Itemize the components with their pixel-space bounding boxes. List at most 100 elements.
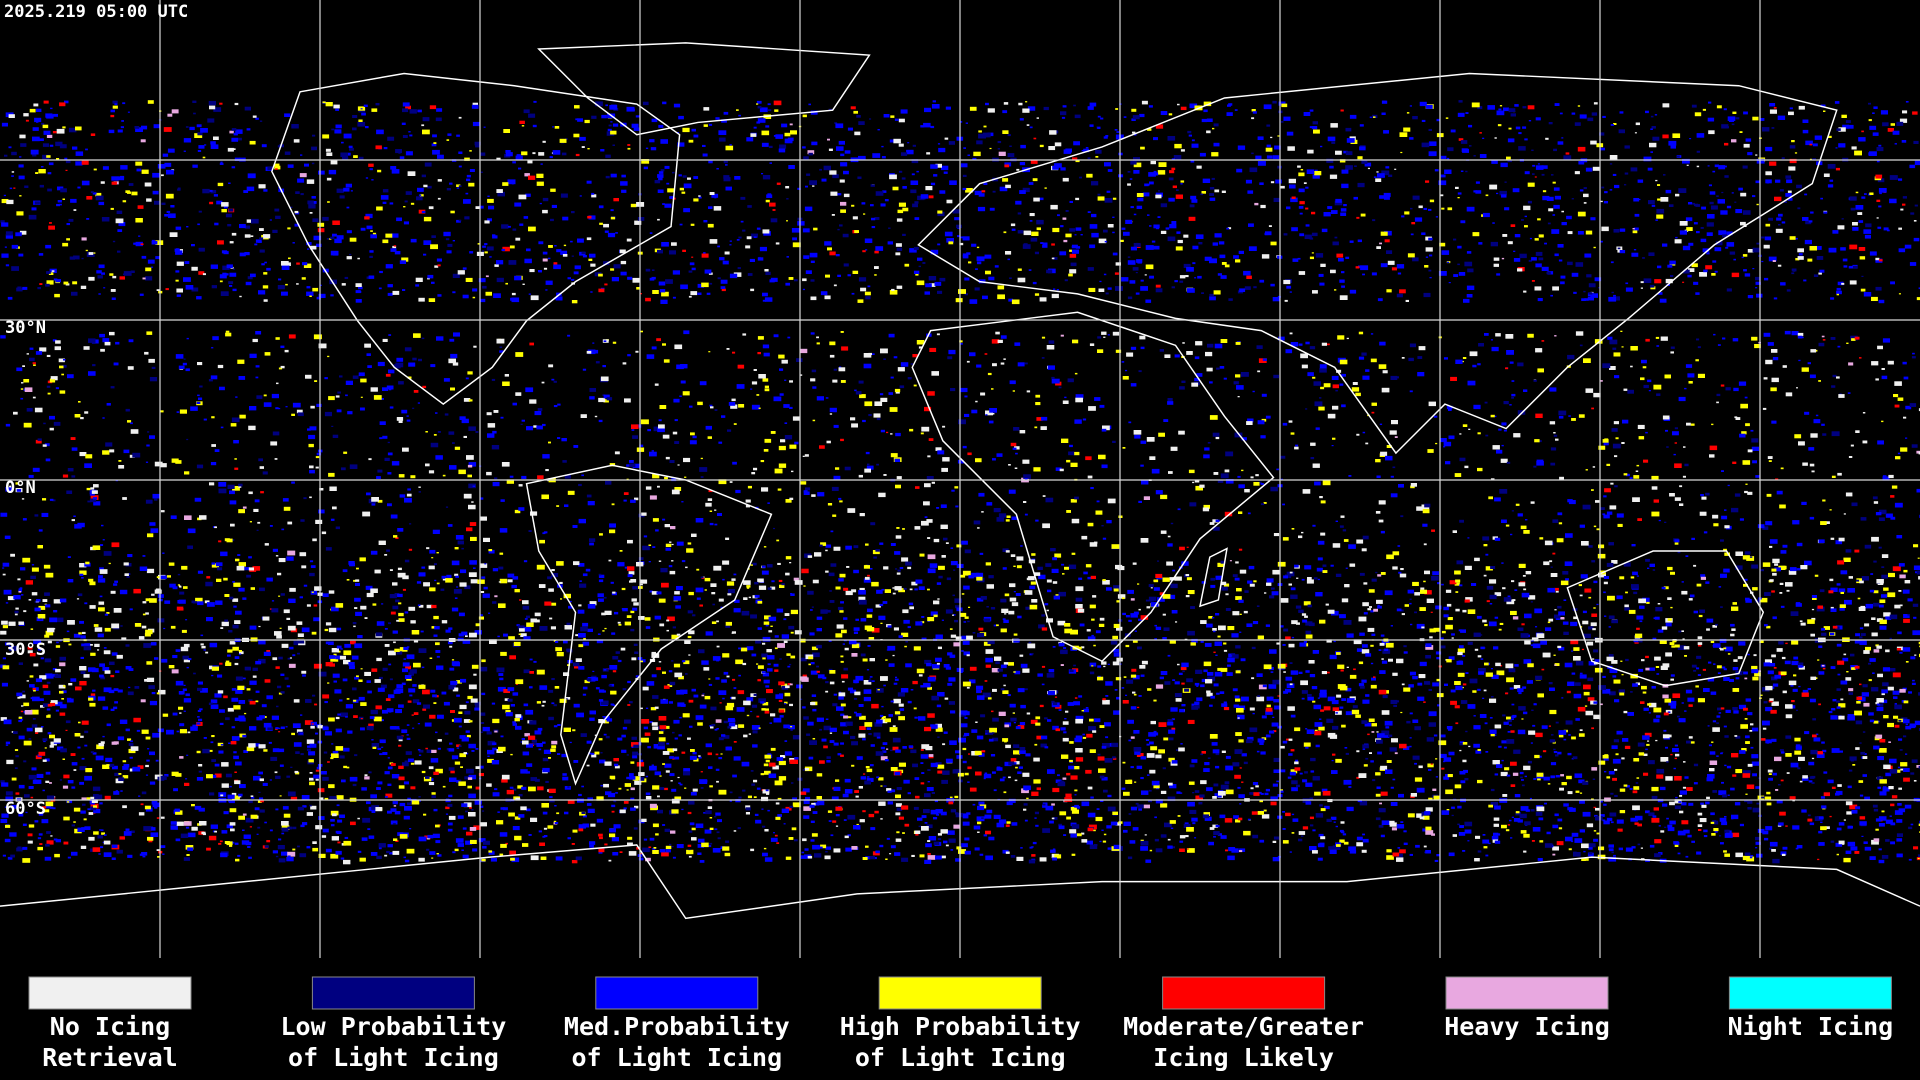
icing-pixel [811,141,818,146]
icing-pixel [402,289,406,291]
icing-pixel [1331,141,1336,144]
icing-pixel [353,155,358,158]
icing-pixel [418,604,424,608]
icing-pixel [1695,292,1700,295]
icing-pixel [1674,497,1681,501]
icing-pixel [67,374,74,379]
icing-pixel [1179,546,1185,551]
icing-pixel [430,244,438,250]
icing-pixel [1600,507,1605,510]
icing-pixel [359,557,366,562]
icing-pixel [553,262,558,265]
icing-pixel [871,353,875,355]
icing-pixel [658,281,666,286]
icing-pixel [1501,444,1504,447]
icing-pixel [574,265,581,270]
icing-pixel [1181,561,1189,566]
icing-pixel [1097,196,1105,201]
icing-pixel [1443,441,1452,447]
icing-pixel [790,609,798,615]
icing-pixel [1037,566,1043,570]
icing-pixel [199,515,207,520]
icing-pixel [778,579,783,582]
icing-pixel [1041,416,1048,421]
icing-pixel [1309,126,1314,129]
icing-pixel [177,187,181,190]
icing-pixel [74,414,81,418]
icing-pixel [1002,618,1006,620]
icing-pixel [1722,337,1726,340]
icing-pixel [319,488,324,491]
icing-pixel [1533,465,1537,468]
icing-pixel [529,399,537,404]
icing-pixel [122,200,127,203]
icing-pixel [1830,337,1836,340]
icing-pixel [1002,130,1009,134]
icing-pixel [1079,176,1082,179]
icing-pixel [1536,459,1544,464]
icing-pixel [572,525,578,528]
icing-pixel [1578,414,1585,418]
icing-pixel [229,490,235,495]
icing-pixel [872,153,881,158]
icing-pixel [950,388,956,392]
icing-pixel [1679,230,1687,235]
icing-pixel [698,195,701,197]
icing-pixel [1631,252,1639,257]
icing-pixel [1075,604,1083,609]
icing-pixel [1191,382,1199,387]
icing-pixel [645,147,649,149]
icing-pixel [453,332,460,337]
icing-pixel [449,182,453,185]
icing-pixel [1694,112,1702,117]
icing-pixel [1672,431,1679,436]
icing-pixel [1771,349,1778,353]
icing-pixel [141,125,148,130]
icing-pixel [1409,602,1412,605]
icing-pixel [972,157,977,161]
icing-pixel [193,112,196,115]
icing-pixel [407,488,411,491]
icing-pixel [1251,152,1254,155]
icing-pixel [530,511,538,516]
icing-pixel [721,415,726,418]
icing-pixel [1768,460,1772,462]
icing-pixel [191,244,195,247]
icing-pixel [577,238,584,243]
icing-pixel [186,438,189,441]
icing-pixel [1568,415,1571,417]
icing-pixel [157,164,166,169]
icing-pixel [1127,171,1131,173]
icing-pixel [1799,620,1803,622]
icing-pixel [484,243,488,246]
icing-pixel [1340,212,1347,216]
icing-pixel [1174,576,1182,581]
icing-pixel [1537,218,1541,221]
icing-pixel [581,251,586,254]
icing-pixel [1885,616,1892,620]
icing-pixel [847,127,853,131]
icing-pixel [1678,630,1682,633]
icing-pixel [792,237,797,241]
icing-pixel [888,227,891,229]
icing-pixel [72,281,78,285]
icing-pixel [309,212,313,214]
icing-pixel [1009,277,1012,279]
icing-pixel [693,176,699,179]
icing-pixel [1707,214,1715,219]
icing-pixel [785,186,790,189]
icing-pixel [1421,119,1426,122]
icing-pixel [1585,388,1594,393]
icing-pixel [42,154,50,160]
icing-pixel [494,264,499,267]
icing-pixel [219,386,225,391]
icing-pixel [1875,644,1879,647]
icing-pixel [1418,346,1426,351]
icing-pixel [48,272,54,275]
icing-pixel [68,218,74,222]
icing-pixel [1419,101,1427,107]
icing-pixel [305,374,312,379]
icing-pixel [797,221,805,226]
icing-pixel [1356,539,1364,544]
icing-pixel [32,396,36,399]
